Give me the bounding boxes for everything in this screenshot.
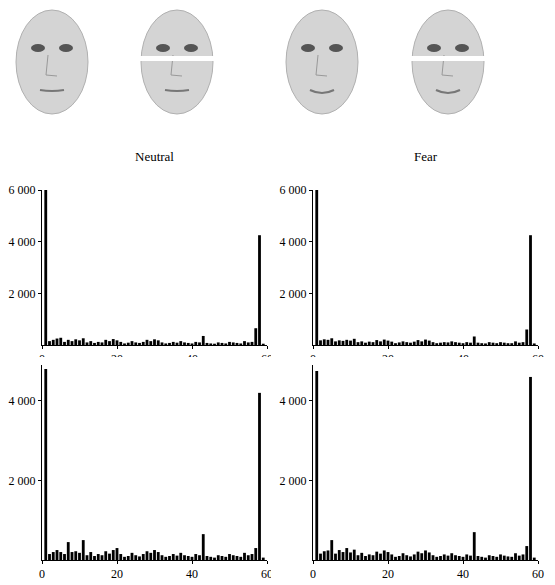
svg-text:60: 60 (261, 352, 273, 366)
svg-text:20: 20 (382, 352, 394, 366)
svg-text:4 000: 4 000 (9, 235, 36, 249)
svg-text:40: 40 (186, 567, 198, 581)
svg-text:4 000: 4 000 (280, 235, 307, 249)
svg-text:2 000: 2 000 (9, 287, 36, 301)
svg-text:60: 60 (532, 567, 544, 581)
svg-text:0: 0 (39, 352, 45, 366)
svg-text:40: 40 (457, 352, 469, 366)
svg-text:60: 60 (261, 567, 273, 581)
svg-text:6 000: 6 000 (280, 183, 307, 197)
svg-text:4 000: 4 000 (9, 394, 36, 408)
svg-text:60: 60 (532, 352, 544, 366)
svg-text:20: 20 (382, 567, 394, 581)
svg-text:Fear: Fear (414, 149, 438, 164)
svg-text:0: 0 (310, 567, 316, 581)
svg-text:2 000: 2 000 (280, 474, 307, 488)
svg-text:40: 40 (457, 567, 469, 581)
svg-text:Neutral: Neutral (135, 149, 174, 164)
svg-text:20: 20 (111, 567, 123, 581)
svg-text:0: 0 (310, 352, 316, 366)
svg-text:6 000: 6 000 (9, 183, 36, 197)
svg-text:40: 40 (186, 352, 198, 366)
svg-text:2 000: 2 000 (9, 474, 36, 488)
svg-text:2 000: 2 000 (280, 287, 307, 301)
svg-text:4 000: 4 000 (280, 394, 307, 408)
svg-text:20: 20 (111, 352, 123, 366)
svg-text:0: 0 (39, 567, 45, 581)
